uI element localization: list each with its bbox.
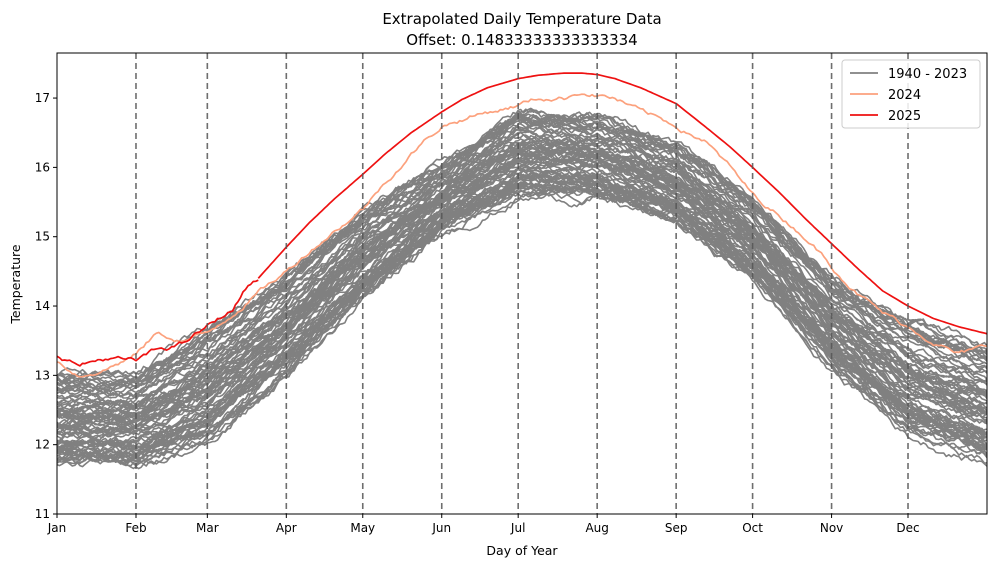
y-tick-label: 11: [35, 507, 50, 521]
y-tick-label: 16: [35, 160, 50, 174]
historical-year-line: [57, 152, 987, 430]
y-tick-label: 17: [35, 91, 50, 105]
axes: 11 12 13 14 15 16 17 Jan Feb Mar Apr May Jun Jul Aug Se…: [35, 52, 988, 535]
x-tick-label: May: [350, 521, 375, 535]
y-axis-label: Temperature: [8, 244, 23, 324]
historical-year-line: [57, 163, 987, 455]
historical-year-line: [57, 113, 987, 391]
x-tick-label: Jul: [510, 521, 525, 535]
series-line-2025-extrapolated: [257, 72, 987, 335]
historical-year-line: [57, 182, 987, 467]
historical-year-line: [57, 154, 987, 435]
x-tick-label: Jan: [47, 521, 67, 535]
series-line-2025: [57, 279, 259, 367]
y-tick-label: 14: [35, 299, 50, 313]
y-tick-label: 13: [35, 368, 50, 382]
historical-year-line: [57, 145, 987, 415]
x-tick-label: Dec: [896, 521, 919, 535]
x-tick-label: Jun: [431, 521, 451, 535]
legend-label: 2025: [888, 109, 921, 124]
y-tick-label: 12: [35, 438, 50, 452]
x-tick-label: Mar: [196, 521, 219, 535]
y-tick-label: 15: [35, 230, 50, 244]
historical-year-line: [57, 123, 987, 400]
x-tick-label: Nov: [820, 521, 843, 535]
legend-label: 1940 - 2023: [888, 67, 967, 82]
chart-subtitle: Offset: 0.14833333333333334: [406, 31, 637, 49]
legend-label: 2024: [888, 88, 921, 103]
x-axis-label: Day of Year: [486, 543, 558, 558]
axes-frame: [56, 52, 988, 515]
x-tick-label: Aug: [585, 521, 608, 535]
historical-year-line: [57, 129, 987, 406]
plot-area: [57, 53, 987, 514]
historical-year-line: [57, 171, 987, 447]
x-tick-label: Sep: [665, 521, 688, 535]
historical-year-line: [57, 150, 987, 428]
legend-box: [841, 59, 981, 129]
x-tick-label: Feb: [125, 521, 146, 535]
x-tick-label: Oct: [742, 521, 763, 535]
legend: 1940 - 2023 2024 2025: [841, 59, 981, 129]
chart-title: Extrapolated Daily Temperature Data: [382, 10, 661, 28]
x-tick-label: Apr: [276, 521, 297, 535]
